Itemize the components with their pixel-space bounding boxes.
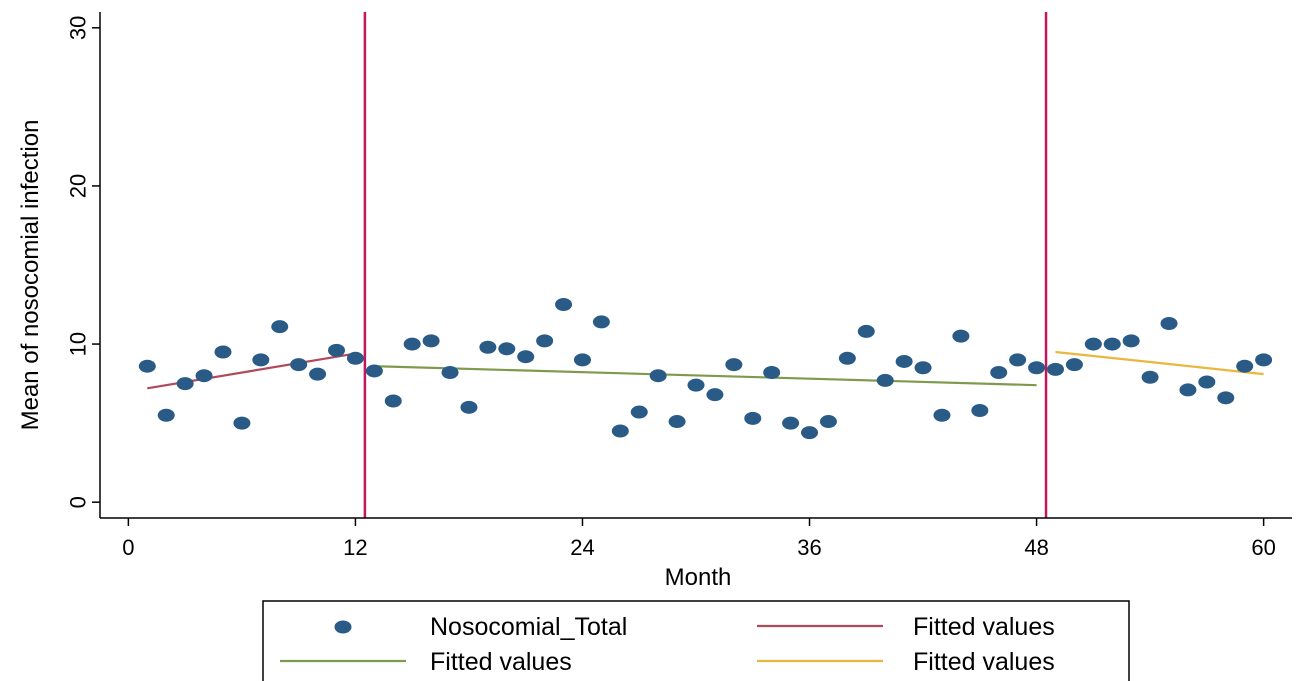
- data-point: [290, 358, 308, 372]
- x-axis-title: Month: [665, 564, 732, 591]
- data-point: [460, 400, 478, 414]
- data-point: [801, 426, 819, 440]
- data-point: [1065, 358, 1083, 372]
- data-point: [895, 354, 913, 368]
- y-tick-label: 20: [66, 174, 91, 198]
- legend-marker: [334, 620, 352, 634]
- data-point: [138, 359, 156, 373]
- legend-label: Nosocomial_Total: [430, 613, 627, 641]
- data-point: [952, 329, 970, 343]
- data-point: [706, 388, 724, 402]
- data-point: [1122, 334, 1140, 348]
- y-tick-label: 10: [66, 332, 91, 356]
- data-point: [687, 378, 705, 392]
- data-point: [668, 415, 686, 429]
- data-point: [611, 424, 629, 438]
- data-point: [252, 353, 270, 367]
- data-point: [517, 350, 535, 364]
- data-point: [782, 416, 800, 430]
- data-point: [422, 334, 440, 348]
- x-tick-label: 36: [797, 535, 821, 560]
- data-point: [838, 351, 856, 365]
- legend-label: Fitted values: [430, 648, 572, 676]
- data-point: [971, 403, 989, 417]
- legend-label: Fitted values: [913, 613, 1055, 641]
- y-tick-label: 30: [66, 16, 91, 40]
- fitted-line: [374, 365, 1037, 387]
- data-point: [990, 366, 1008, 380]
- data-point: [573, 353, 591, 367]
- x-tick-label: 24: [570, 535, 594, 560]
- y-axis-title: Mean of nosocomial infection: [17, 120, 44, 431]
- data-point: [1217, 391, 1235, 405]
- data-point: [857, 324, 875, 338]
- data-point: [384, 394, 402, 408]
- data-point: [763, 366, 781, 380]
- data-point: [592, 315, 610, 329]
- data-point: [1046, 362, 1064, 376]
- x-tick-label: 60: [1251, 535, 1275, 560]
- data-point: [536, 334, 554, 348]
- x-tick-label: 12: [343, 535, 367, 560]
- data-point: [914, 361, 932, 375]
- data-point: [1084, 337, 1102, 351]
- data-point: [195, 369, 213, 383]
- data-point: [346, 351, 364, 365]
- data-point: [1160, 317, 1178, 331]
- plot-area: [138, 12, 1273, 518]
- data-point: [630, 405, 648, 419]
- data-point: [271, 320, 289, 334]
- data-point: [1179, 383, 1197, 397]
- data-point: [365, 364, 383, 378]
- data-point: [214, 345, 232, 359]
- x-tick-label: 0: [122, 535, 134, 560]
- data-point: [309, 367, 327, 381]
- data-point: [498, 342, 516, 356]
- data-point: [441, 366, 459, 380]
- data-point: [1255, 353, 1273, 367]
- data-point: [233, 416, 251, 430]
- data-point: [328, 343, 346, 357]
- legend-label: Fitted values: [913, 648, 1055, 676]
- y-tick-label: 0: [66, 496, 91, 508]
- data-point: [933, 408, 951, 422]
- data-point: [157, 408, 175, 422]
- data-point: [649, 369, 667, 383]
- legend: Nosocomial_Total Fitted values Fitted valu…: [262, 600, 1130, 681]
- data-point: [1028, 361, 1046, 375]
- data-point: [1198, 375, 1216, 389]
- data-point: [819, 415, 837, 429]
- data-point: [1103, 337, 1121, 351]
- fitted-line: [1055, 350, 1264, 376]
- y-axis: 0 10 20 30: [66, 12, 101, 518]
- x-tick-label: 48: [1024, 535, 1048, 560]
- legend-box: [262, 600, 1130, 681]
- data-point: [725, 358, 743, 372]
- data-point: [479, 340, 497, 354]
- data-point: [555, 298, 573, 312]
- data-point: [744, 411, 762, 425]
- data-point: [1009, 353, 1027, 367]
- data-point: [876, 373, 894, 387]
- x-axis: 0 12 24 36 48 60: [100, 517, 1292, 560]
- data-point: [1236, 359, 1254, 373]
- data-point: [403, 337, 421, 351]
- data-point: [176, 377, 194, 391]
- data-point: [1141, 370, 1159, 384]
